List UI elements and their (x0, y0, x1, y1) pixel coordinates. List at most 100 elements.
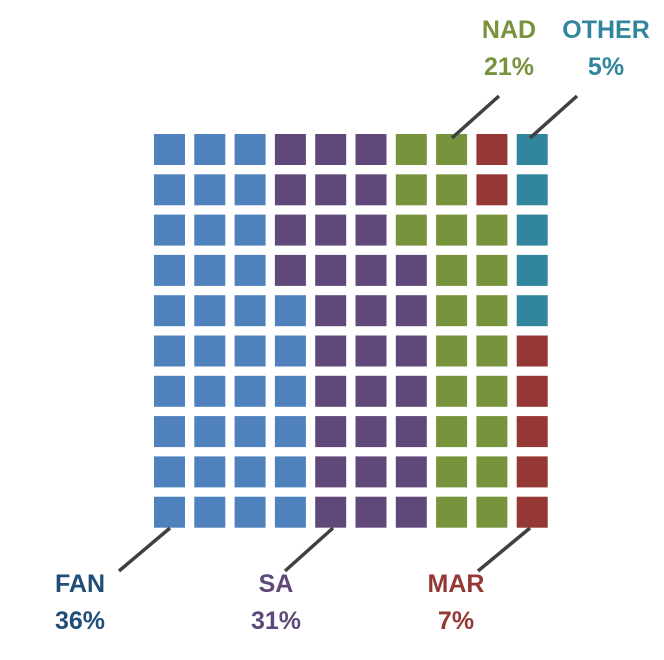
waffle-cell-sa (355, 254, 387, 286)
waffle-cell-nad (395, 214, 427, 246)
waffle-cell-nad (476, 214, 508, 246)
waffle-cell-fan (154, 214, 185, 246)
waffle-cell-sa (355, 174, 387, 206)
label-nad-percent: 21% (483, 53, 535, 81)
waffle-cell-fan (154, 174, 185, 206)
waffle-cell-nad (476, 375, 508, 407)
waffle-cell-other (516, 214, 548, 246)
leader-line-fan (117, 526, 172, 573)
waffle-cell-sa (395, 335, 427, 367)
waffle-cell-nad (476, 416, 508, 448)
label-other: OTHER 5% (526, 12, 664, 86)
waffle-cell-nad (436, 375, 468, 407)
waffle-cell-nad (436, 295, 468, 327)
label-mar-name: MAR (427, 570, 485, 598)
leader-line-mar (476, 526, 532, 573)
waffle-cell-fan (194, 214, 226, 246)
label-sa: SA 31% (196, 566, 356, 640)
waffle-cell-sa (355, 416, 387, 448)
waffle-cell-nad (436, 416, 468, 448)
waffle-cell-mar (516, 375, 548, 407)
waffle-cells (154, 134, 548, 528)
leader-line-nad (450, 94, 501, 140)
waffle-cell-fan (274, 295, 306, 327)
waffle-cell-nad (436, 214, 468, 246)
waffle-cell-fan (234, 456, 266, 488)
waffle-cell-sa (315, 174, 347, 206)
waffle-cell-sa (395, 416, 427, 448)
waffle-cell-nad (395, 174, 427, 206)
waffle-cell-nad (476, 295, 508, 327)
leader-line-sa (283, 526, 335, 573)
waffle-cell-sa (274, 174, 306, 206)
waffle-cell-fan (154, 134, 185, 165)
waffle-cell-other (516, 295, 548, 327)
waffle-cell-sa (315, 254, 347, 286)
waffle-cell-sa (274, 134, 306, 165)
waffle-cell-fan (274, 375, 306, 407)
waffle-cell-fan (194, 174, 226, 206)
waffle-cell-sa (315, 335, 347, 367)
waffle-cell-fan (234, 254, 266, 286)
label-nad: NAD 21% (429, 12, 589, 86)
label-fan-percent: 36% (54, 607, 106, 635)
label-fan: FAN 36% (0, 566, 160, 640)
waffle-cell-nad (436, 134, 468, 165)
waffle-cell-sa (395, 496, 427, 528)
waffle-cell-nad (476, 456, 508, 488)
waffle-cell-mar (516, 496, 548, 528)
waffle-cell-mar (476, 134, 508, 165)
waffle-cell-sa (355, 496, 387, 528)
waffle-cell-fan (234, 174, 266, 206)
waffle-cell-nad (436, 174, 468, 206)
waffle-cell-sa (315, 416, 347, 448)
waffle-cell-sa (315, 456, 347, 488)
waffle-cell-fan (154, 416, 185, 448)
waffle-cell-fan (154, 295, 185, 327)
waffle-cell-nad (436, 456, 468, 488)
label-other-percent: 5% (587, 53, 625, 81)
waffle-cell-nad (436, 254, 468, 286)
waffle-cell-sa (395, 375, 427, 407)
waffle-cell-sa (315, 295, 347, 327)
waffle-cell-fan (234, 134, 266, 165)
waffle-cell-fan (234, 416, 266, 448)
waffle-cell-fan (154, 496, 185, 528)
leader-line-other (528, 94, 579, 140)
waffle-cell-fan (194, 416, 226, 448)
waffle-cell-fan (234, 214, 266, 246)
waffle-cell-other (516, 134, 548, 165)
waffle-cell-fan (154, 335, 185, 367)
waffle-cell-fan (154, 456, 185, 488)
waffle-cell-sa (395, 295, 427, 327)
waffle-cell-fan (194, 456, 226, 488)
waffle-cell-nad (476, 496, 508, 528)
label-nad-name: NAD (481, 16, 537, 44)
waffle-cell-fan (274, 496, 306, 528)
label-sa-name: SA (258, 570, 294, 598)
label-other-name: OTHER (562, 16, 650, 44)
waffle-cell-fan (234, 375, 266, 407)
waffle-cell-fan (154, 254, 185, 286)
waffle-cell-fan (234, 335, 266, 367)
waffle-cell-sa (315, 214, 347, 246)
waffle-cell-fan (194, 496, 226, 528)
waffle-cell-sa (355, 335, 387, 367)
waffle-cell-fan (154, 375, 185, 407)
waffle-cell-other (516, 174, 548, 206)
label-sa-percent: 31% (250, 607, 302, 635)
waffle-cell-fan (194, 254, 226, 286)
waffle-cell-sa (355, 375, 387, 407)
waffle-cell-sa (395, 456, 427, 488)
waffle-cell-sa (315, 496, 347, 528)
waffle-cell-nad (476, 335, 508, 367)
waffle-cell-nad (395, 134, 427, 165)
waffle-cell-fan (194, 375, 226, 407)
waffle-cell-sa (355, 134, 387, 165)
waffle-cell-fan (194, 295, 226, 327)
waffle-cell-nad (476, 254, 508, 286)
waffle-cell-mar (516, 416, 548, 448)
waffle-cell-mar (516, 335, 548, 367)
waffle-cell-fan (274, 416, 306, 448)
waffle-cell-fan (234, 295, 266, 327)
